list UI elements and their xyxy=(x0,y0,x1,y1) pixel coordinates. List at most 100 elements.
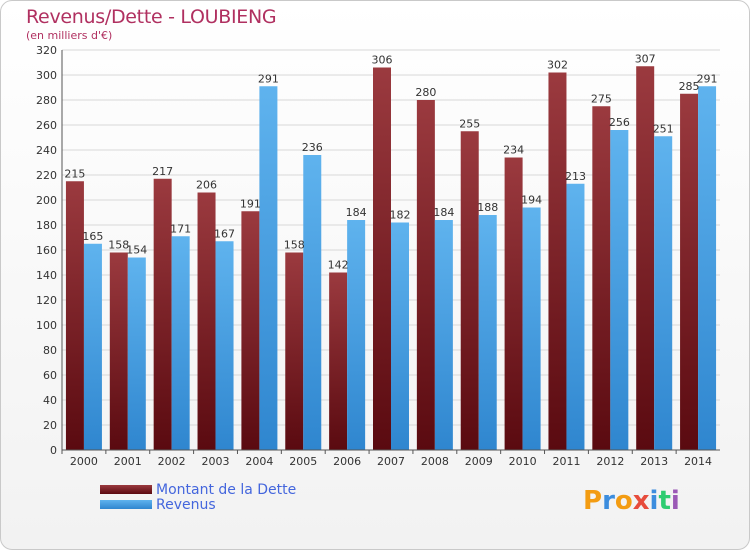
data-label: 167 xyxy=(214,227,235,240)
x-tick-label: 2000 xyxy=(70,455,98,468)
bar-dette xyxy=(504,157,523,450)
y-tick-label: 280 xyxy=(36,94,57,107)
data-label: 256 xyxy=(609,116,630,129)
x-tick-label: 2005 xyxy=(289,455,317,468)
x-tick-label: 2001 xyxy=(114,455,142,468)
bar-dette xyxy=(548,72,567,450)
chart-title: Revenus/Dette - LOUBIENG xyxy=(26,6,277,28)
bar-revenus xyxy=(347,220,366,450)
bar-dette xyxy=(636,66,655,450)
data-label: 302 xyxy=(547,59,568,72)
y-tick-label: 40 xyxy=(43,394,57,407)
bar-revenus xyxy=(215,241,234,450)
data-label: 213 xyxy=(565,170,586,183)
logo-letter: o xyxy=(614,486,633,516)
y-tick-label: 100 xyxy=(36,319,57,332)
x-tick-label: 2009 xyxy=(465,455,493,468)
x-tick-label: 2003 xyxy=(202,455,230,468)
data-label: 217 xyxy=(152,165,173,178)
x-tick-label: 2007 xyxy=(377,455,405,468)
logo-letter: P xyxy=(583,486,603,516)
legend-swatch-debt xyxy=(100,485,152,494)
bar-dette xyxy=(153,178,172,450)
y-tick-label: 240 xyxy=(36,144,57,157)
x-tick-label: 2002 xyxy=(158,455,186,468)
y-tick-label: 200 xyxy=(36,194,57,207)
data-label: 206 xyxy=(196,179,217,192)
logo-letter: r xyxy=(602,486,615,516)
data-label: 191 xyxy=(240,197,261,210)
bar-dette xyxy=(680,93,699,450)
bar-revenus xyxy=(434,220,453,450)
bar-dette xyxy=(416,100,435,450)
data-label: 158 xyxy=(284,239,305,252)
y-tick-label: 180 xyxy=(36,219,57,232)
x-tick-label: 2006 xyxy=(333,455,361,468)
data-label: 194 xyxy=(521,194,542,207)
y-tick-label: 300 xyxy=(36,69,57,82)
data-label: 188 xyxy=(477,201,498,214)
x-tick-label: 2008 xyxy=(421,455,449,468)
bar-dette xyxy=(241,211,260,450)
bar-revenus xyxy=(171,236,190,450)
data-label: 142 xyxy=(328,259,349,272)
data-label: 154 xyxy=(126,244,147,257)
x-tick-label: 2004 xyxy=(245,455,273,468)
y-tick-label: 120 xyxy=(36,294,57,307)
data-label: 291 xyxy=(258,72,279,85)
bar-dette xyxy=(197,192,216,450)
bar-revenus xyxy=(127,257,146,450)
bar-dette xyxy=(285,252,304,450)
logo-letter: t xyxy=(658,486,671,516)
bar-dette xyxy=(109,252,128,450)
legend-label-debt: Montant de la Dette xyxy=(156,482,297,498)
logo-letter: x xyxy=(632,486,650,516)
bar-revenus xyxy=(522,207,541,450)
bar-dette xyxy=(65,181,84,450)
bar-dette xyxy=(460,131,479,450)
bar-revenus xyxy=(698,86,717,450)
bar-dette xyxy=(329,272,348,450)
y-tick-label: 160 xyxy=(36,244,57,257)
y-tick-label: 60 xyxy=(43,369,57,382)
bar-revenus xyxy=(303,155,322,450)
x-tick-label: 2013 xyxy=(640,455,668,468)
data-label: 280 xyxy=(415,86,436,99)
data-label: 234 xyxy=(503,144,524,157)
x-tick-label: 2014 xyxy=(684,455,712,468)
data-label: 165 xyxy=(82,230,103,243)
data-label: 171 xyxy=(170,222,191,235)
bar-dette xyxy=(373,67,391,450)
data-label: 158 xyxy=(108,239,129,252)
y-tick-label: 320 xyxy=(36,44,57,57)
data-label: 251 xyxy=(653,122,674,135)
data-label: 307 xyxy=(635,52,656,65)
data-label: 306 xyxy=(372,54,393,67)
y-tick-label: 220 xyxy=(36,169,57,182)
y-tick-label: 140 xyxy=(36,269,57,282)
data-label: 291 xyxy=(697,72,718,85)
bar-revenus xyxy=(391,222,409,450)
y-tick-label: 0 xyxy=(50,444,57,457)
chart-subtitle: (en milliers d'€) xyxy=(26,29,113,42)
bar-revenus xyxy=(478,215,497,450)
x-tick-label: 2012 xyxy=(596,455,624,468)
legend-swatch-revenus xyxy=(100,500,152,509)
data-label: 182 xyxy=(390,209,411,222)
data-label: 184 xyxy=(433,206,454,219)
data-label: 236 xyxy=(302,141,323,154)
bar-revenus xyxy=(83,243,102,450)
logo-letter: i xyxy=(649,486,659,516)
data-label: 255 xyxy=(459,117,480,130)
y-tick-label: 80 xyxy=(43,344,57,357)
bar-revenus xyxy=(654,136,673,450)
x-tick-label: 2011 xyxy=(552,455,580,468)
bar-revenus xyxy=(610,130,629,450)
proxiti-logo: Proxiti xyxy=(583,486,680,516)
y-tick-label: 20 xyxy=(43,419,57,432)
bar-revenus xyxy=(566,183,585,450)
logo-letter: i xyxy=(670,486,680,516)
bar-dette xyxy=(592,106,611,450)
data-label: 275 xyxy=(591,92,612,105)
bar-revenus xyxy=(259,86,278,450)
